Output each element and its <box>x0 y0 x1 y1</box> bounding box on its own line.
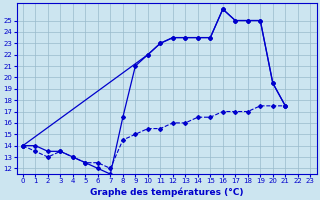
X-axis label: Graphe des températures (°C): Graphe des températures (°C) <box>90 187 243 197</box>
